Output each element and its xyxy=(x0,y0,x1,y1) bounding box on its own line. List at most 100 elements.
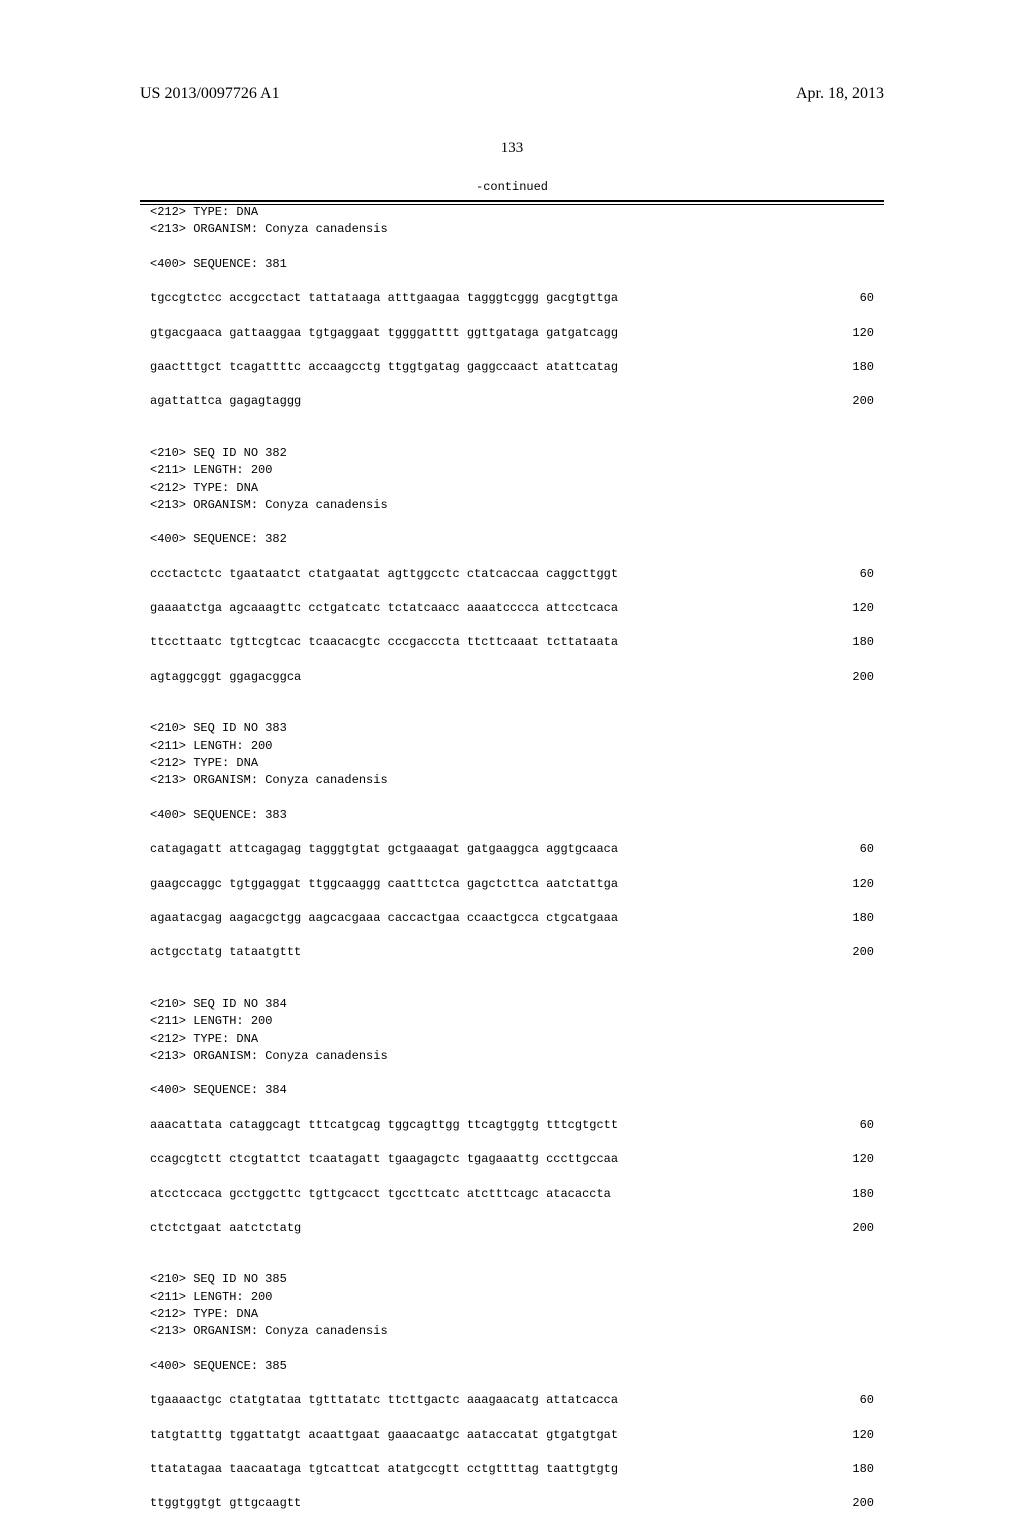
meta-line: <212> TYPE: DNA xyxy=(150,480,874,497)
meta-line: <212> TYPE: DNA xyxy=(150,204,874,221)
sequence-line: ttggtggtgt gttgcaagtt 200 xyxy=(150,1495,874,1512)
spacer xyxy=(150,686,874,720)
sequence-text: aaacattata cataggcagt tttcatgcag tggcagt… xyxy=(150,1117,618,1134)
meta-line: <211> LENGTH: 200 xyxy=(150,462,874,479)
sequence-position: 60 xyxy=(824,1117,874,1134)
meta-line: <210> SEQ ID NO 382 xyxy=(150,445,874,462)
meta-line: <211> LENGTH: 200 xyxy=(150,1289,874,1306)
spacer xyxy=(150,514,874,531)
sequence-text: ctctctgaat aatctctatg xyxy=(150,1220,301,1237)
patent-id: US 2013/0097726 A1 xyxy=(140,85,280,103)
meta-line: <212> TYPE: DNA xyxy=(150,1031,874,1048)
meta-line: <212> TYPE: DNA xyxy=(150,1306,874,1323)
spacer xyxy=(150,549,874,566)
sequence-label: <400> SEQUENCE: 385 xyxy=(150,1358,874,1375)
sequence-position: 60 xyxy=(824,841,874,858)
sequence-line: ccagcgtctt ctcgtattct tcaatagatt tgaagag… xyxy=(150,1151,874,1168)
spacer xyxy=(150,342,874,359)
sequence-position: 60 xyxy=(824,290,874,307)
sequence-position: 200 xyxy=(824,1220,874,1237)
meta-line: <213> ORGANISM: Conyza canadensis xyxy=(150,772,874,789)
sequence-position: 180 xyxy=(824,359,874,376)
sequence-text: atcctccaca gcctggcttc tgttgcacct tgccttc… xyxy=(150,1186,611,1203)
sequence-position: 180 xyxy=(824,910,874,927)
sequence-label: <400> SEQUENCE: 383 xyxy=(150,807,874,824)
sequence-position: 200 xyxy=(824,1495,874,1512)
spacer xyxy=(150,308,874,325)
sequence-text: tgccgtctcc accgcctact tattataaga atttgaa… xyxy=(150,290,618,307)
sequence-position: 180 xyxy=(824,1186,874,1203)
meta-line: <213> ORGANISM: Conyza canadensis xyxy=(150,1048,874,1065)
sequence-listing: <212> TYPE: DNA<213> ORGANISM: Conyza ca… xyxy=(150,204,874,1513)
sequence-text: tatgtatttg tggattatgt acaattgaat gaaacaa… xyxy=(150,1427,618,1444)
spacer xyxy=(150,617,874,634)
sequence-line: tgccgtctcc accgcctact tattataaga atttgaa… xyxy=(150,290,874,307)
sequence-line: aaacattata cataggcagt tttcatgcag tggcagt… xyxy=(150,1117,874,1134)
sequence-line: gaactttgct tcagattttc accaagcctg ttggtga… xyxy=(150,359,874,376)
sequence-position: 180 xyxy=(824,634,874,651)
sequence-line: tgaaaactgc ctatgtataa tgtttatatc ttcttga… xyxy=(150,1392,874,1409)
sequence-text: agtaggcggt ggagacggca xyxy=(150,669,301,686)
sequence-text: gaagccaggc tgtggaggat ttggcaaggg caatttc… xyxy=(150,876,618,893)
spacer xyxy=(150,652,874,669)
meta-line: <212> TYPE: DNA xyxy=(150,755,874,772)
sequence-label: <400> SEQUENCE: 382 xyxy=(150,531,874,548)
sequence-text: agaatacgag aagacgctgg aagcacgaaa caccact… xyxy=(150,910,618,927)
sequence-line: gaaaatctga agcaaagttc cctgatcatc tctatca… xyxy=(150,600,874,617)
spacer xyxy=(150,859,874,876)
spacer xyxy=(150,411,874,445)
meta-line: <210> SEQ ID NO 383 xyxy=(150,720,874,737)
spacer xyxy=(150,824,874,841)
spacer xyxy=(150,583,874,600)
sequence-text: catagagatt attcagagag tagggtgtat gctgaaa… xyxy=(150,841,618,858)
sequence-line: ttatatagaa taacaataga tgtcattcat atatgcc… xyxy=(150,1461,874,1478)
sequence-line: agtaggcggt ggagacggca200 xyxy=(150,669,874,686)
sequence-line: ttccttaatc tgttcgtcac tcaacacgtc cccgacc… xyxy=(150,634,874,651)
spacer xyxy=(150,1169,874,1186)
sequence-line: gaagccaggc tgtggaggat ttggcaaggg caatttc… xyxy=(150,876,874,893)
sequence-line: ccctactctc tgaataatct ctatgaatat agttggc… xyxy=(150,566,874,583)
publication-date: Apr. 18, 2013 xyxy=(796,85,884,103)
sequence-position: 200 xyxy=(824,393,874,410)
sequence-position: 120 xyxy=(824,1151,874,1168)
meta-line: <213> ORGANISM: Conyza canadensis xyxy=(150,1323,874,1340)
sequence-line: agattattca gagagtaggg200 xyxy=(150,393,874,410)
sequence-text: gaaaatctga agcaaagttc cctgatcatc tctatca… xyxy=(150,600,618,617)
sequence-line: atcctccaca gcctggcttc tgttgcacct tgccttc… xyxy=(150,1186,874,1203)
spacer xyxy=(150,273,874,290)
spacer xyxy=(150,1100,874,1117)
sequence-line: tatgtatttg tggattatgt acaattgaat gaaacaa… xyxy=(150,1427,874,1444)
meta-line: <210> SEQ ID NO 384 xyxy=(150,996,874,1013)
sequence-label: <400> SEQUENCE: 384 xyxy=(150,1082,874,1099)
spacer xyxy=(150,1065,874,1082)
spacer xyxy=(150,1341,874,1358)
sequence-position: 200 xyxy=(824,944,874,961)
sequence-position: 180 xyxy=(824,1461,874,1478)
spacer xyxy=(150,1203,874,1220)
sequence-line: catagagatt attcagagag tagggtgtat gctgaaa… xyxy=(150,841,874,858)
sequence-position: 120 xyxy=(824,325,874,342)
sequence-text: ccctactctc tgaataatct ctatgaatat agttggc… xyxy=(150,566,618,583)
spacer xyxy=(150,376,874,393)
spacer xyxy=(150,893,874,910)
spacer xyxy=(150,927,874,944)
sequence-text: ttggtggtgt gttgcaagtt xyxy=(150,1495,301,1512)
sequence-text: ttccttaatc tgttcgtcac tcaacacgtc cccgacc… xyxy=(150,634,618,651)
spacer xyxy=(150,1478,874,1495)
sequence-position: 120 xyxy=(824,600,874,617)
sequence-text: ttatatagaa taacaataga tgtcattcat atatgcc… xyxy=(150,1461,618,1478)
meta-line: <213> ORGANISM: Conyza canadensis xyxy=(150,221,874,238)
sequence-text: gtgacgaaca gattaaggaa tgtgaggaat tggggat… xyxy=(150,325,618,342)
spacer xyxy=(150,1444,874,1461)
continued-label: -continued xyxy=(476,180,548,194)
sequence-text: gaactttgct tcagattttc accaagcctg ttggtga… xyxy=(150,359,618,376)
meta-line: <213> ORGANISM: Conyza canadensis xyxy=(150,497,874,514)
sequence-text: actgcctatg tataatgttt xyxy=(150,944,301,961)
sequence-text: ccagcgtctt ctcgtattct tcaatagatt tgaagag… xyxy=(150,1151,618,1168)
sequence-line: gtgacgaaca gattaaggaa tgtgaggaat tggggat… xyxy=(150,325,874,342)
meta-line: <211> LENGTH: 200 xyxy=(150,738,874,755)
spacer xyxy=(150,239,874,256)
spacer xyxy=(150,1375,874,1392)
sequence-position: 120 xyxy=(824,1427,874,1444)
meta-line: <210> SEQ ID NO 385 xyxy=(150,1271,874,1288)
